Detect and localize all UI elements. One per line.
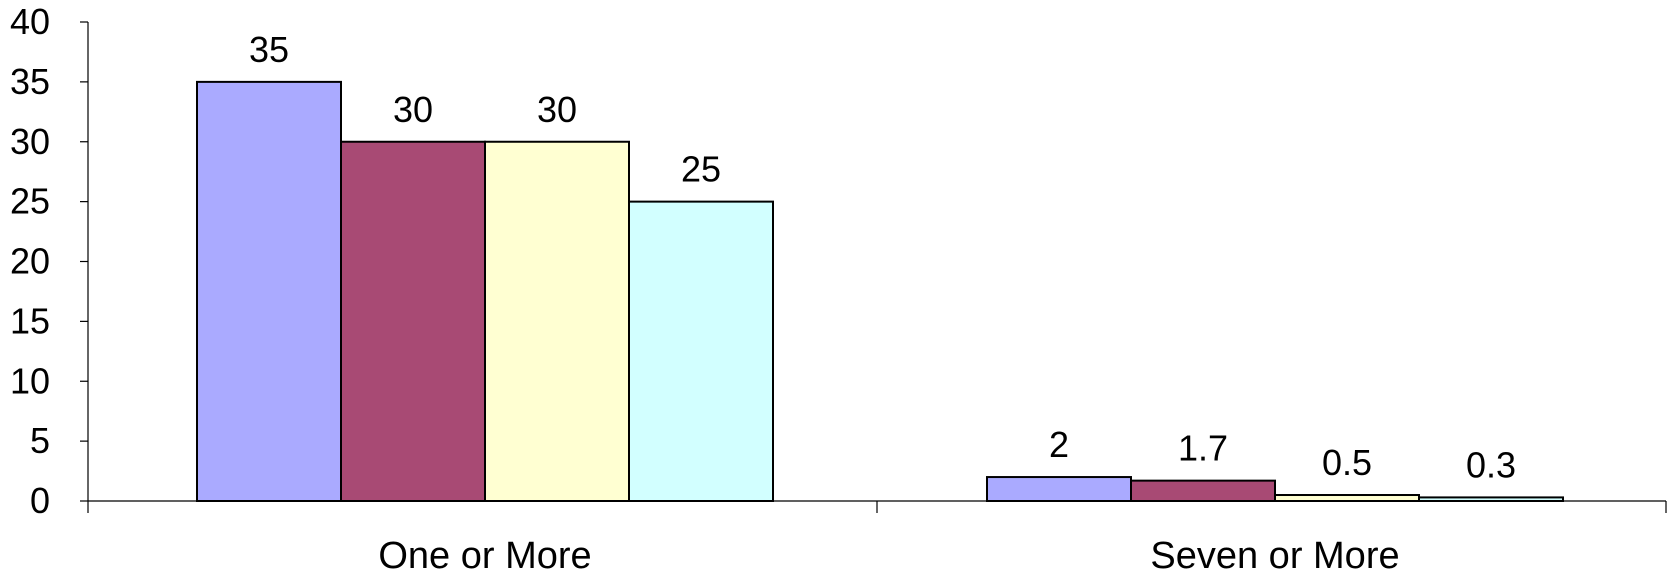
y-tick-label: 25 bbox=[10, 181, 50, 222]
data-label-1-2: 30 bbox=[393, 89, 433, 130]
bar-2-1 bbox=[986, 476, 1132, 502]
y-tick-label: 15 bbox=[10, 300, 50, 341]
bar-1-3 bbox=[484, 140, 630, 502]
bar-2-4 bbox=[1418, 496, 1564, 503]
y-tick-label: 10 bbox=[10, 360, 50, 401]
y-tick-label: 20 bbox=[10, 241, 50, 282]
y-tick-label: 0 bbox=[30, 480, 50, 521]
category-labels: One or More Seven or More bbox=[378, 535, 1399, 577]
y-tick-label: 40 bbox=[10, 1, 50, 42]
category-label-1: One or More bbox=[378, 535, 591, 577]
data-label-2-2: 1.7 bbox=[1178, 428, 1228, 469]
y-tick-label: 35 bbox=[10, 61, 50, 102]
category-label-2: Seven or More bbox=[1150, 535, 1399, 577]
bar-1-1 bbox=[196, 80, 342, 502]
bars bbox=[196, 80, 1564, 503]
x-axis bbox=[87, 500, 1667, 513]
data-label-2-1: 2 bbox=[1049, 424, 1069, 465]
y-tick-label: 5 bbox=[30, 420, 50, 461]
bar-1-2 bbox=[340, 140, 486, 502]
bar-2-2 bbox=[1130, 479, 1276, 502]
data-label-1-4: 25 bbox=[681, 149, 721, 190]
bar-1-4 bbox=[628, 200, 774, 502]
y-tick-label: 30 bbox=[10, 121, 50, 162]
y-axis: 0 5 10 15 20 25 30 35 40 bbox=[10, 1, 89, 521]
data-label-1-3: 30 bbox=[537, 89, 577, 130]
data-label-2-3: 0.5 bbox=[1322, 442, 1372, 483]
data-label-1-1: 35 bbox=[249, 29, 289, 70]
bar-2-3 bbox=[1274, 494, 1420, 503]
data-label-2-4: 0.3 bbox=[1466, 444, 1516, 485]
data-labels: 35 30 30 25 2 1.7 0.5 0.3 bbox=[249, 29, 1516, 486]
